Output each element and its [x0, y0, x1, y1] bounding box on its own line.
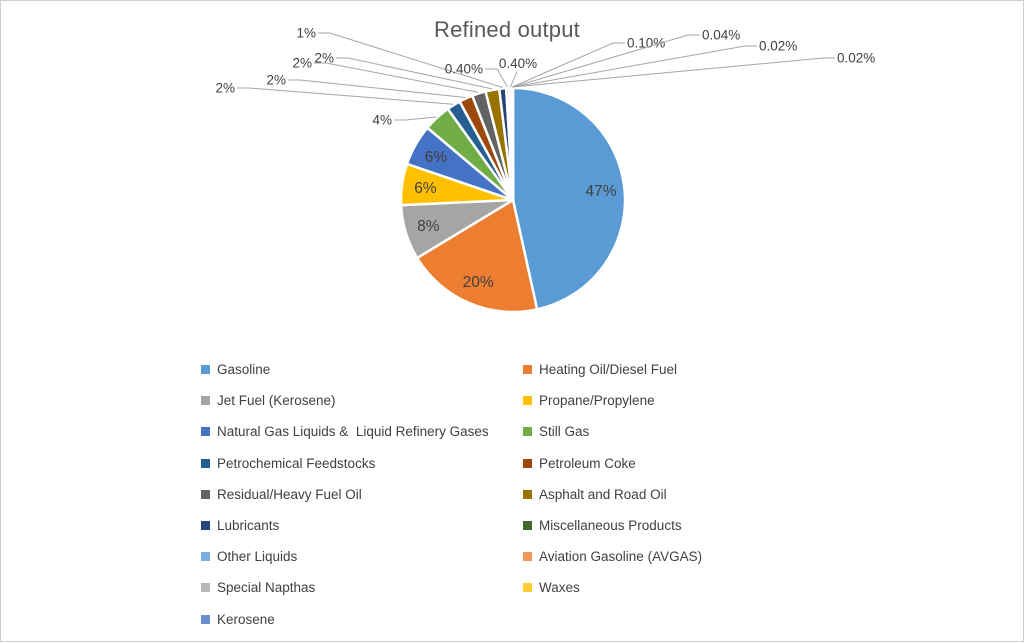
legend-item-lubricants: Lubricants	[201, 518, 523, 533]
legend-item-petroleum-coke: Petroleum Coke	[523, 456, 702, 471]
legend-swatch	[201, 615, 210, 624]
legend-item-other-liquids: Other Liquids	[201, 549, 523, 564]
legend-label: Natural Gas Liquids & Liquid Refinery Ga…	[217, 424, 489, 439]
slice-label: 47%	[585, 183, 616, 200]
legend-swatch	[523, 365, 532, 374]
leader-line	[485, 69, 508, 87]
slice-label: 0.40%	[445, 62, 483, 77]
legend-swatch	[523, 552, 532, 561]
legend: Gasoline Heating Oil/Diesel Fuel Jet Fuel …	[201, 354, 702, 635]
legend-label: Miscellaneous Products	[539, 518, 682, 533]
legend-label: Lubricants	[217, 518, 279, 533]
legend-label: Propane/Propylene	[539, 393, 655, 408]
legend-label: Kerosene	[217, 612, 275, 627]
legend-item-waxes: Waxes	[523, 580, 702, 595]
slice-label: 0.40%	[499, 56, 537, 71]
leader-line	[288, 80, 466, 98]
legend-swatch	[523, 459, 532, 468]
legend-item-natural-gas-liquids-liquid-refinery-gases: Natural Gas Liquids & Liquid Refinery Ga…	[201, 424, 523, 439]
leader-line	[513, 46, 757, 87]
legend-swatch	[201, 552, 210, 561]
legend-item-still-gas: Still Gas	[523, 424, 702, 439]
legend-swatch	[523, 490, 532, 499]
slice-label: 0.02%	[837, 51, 875, 66]
legend-item-heating-oil-diesel-fuel: Heating Oil/Diesel Fuel	[523, 362, 702, 377]
legend-swatch	[523, 583, 532, 592]
legend-label: Other Liquids	[217, 549, 297, 564]
slice-label: 8%	[417, 218, 440, 235]
legend-label: Residual/Heavy Fuel Oil	[217, 487, 362, 502]
legend-swatch	[523, 427, 532, 436]
legend-item-gasoline: Gasoline	[201, 362, 523, 377]
legend-label: Special Napthas	[217, 580, 315, 595]
legend-item-asphalt-and-road-oil: Asphalt and Road Oil	[523, 487, 702, 502]
legend-swatch	[201, 427, 210, 436]
legend-label: Petrochemical Feedstocks	[217, 456, 375, 471]
legend-item-kerosene: Kerosene	[201, 612, 523, 627]
legend-item-petrochemical-feedstocks: Petrochemical Feedstocks	[201, 456, 523, 471]
legend-item-jet-fuel-kerosene: Jet Fuel (Kerosene)	[201, 393, 523, 408]
legend-label: Asphalt and Road Oil	[539, 487, 667, 502]
legend-label: Heating Oil/Diesel Fuel	[539, 362, 677, 377]
slice-label: 2%	[292, 56, 312, 71]
legend-label: Gasoline	[217, 362, 270, 377]
legend-item-propane-propylene: Propane/Propylene	[523, 393, 702, 408]
leader-line	[513, 35, 700, 87]
slice-label: 6%	[414, 180, 437, 197]
legend-label: Waxes	[539, 580, 580, 595]
legend-item-special-napthas: Special Napthas	[201, 580, 523, 595]
legend-item-residual-heavy-fuel-oil: Residual/Heavy Fuel Oil	[201, 487, 523, 502]
legend-item-aviation-gasoline-avgas: Aviation Gasoline (AVGAS)	[523, 549, 702, 564]
slice-label: 6%	[425, 149, 448, 166]
slice-label: 2%	[314, 51, 334, 66]
slice-label: 0.04%	[702, 28, 740, 43]
legend-item-miscellaneous-products: Miscellaneous Products	[523, 518, 702, 533]
legend-swatch	[201, 396, 210, 405]
leader-line	[237, 88, 453, 104]
legend-swatch	[201, 490, 210, 499]
slice-label: 2%	[215, 81, 235, 96]
leader-line	[394, 117, 436, 120]
slice-label: 4%	[372, 113, 392, 128]
slice-label: 2%	[266, 73, 286, 88]
slice-label: 0.02%	[759, 39, 797, 54]
slice-label: 20%	[463, 274, 494, 291]
legend-swatch	[201, 365, 210, 374]
legend-label: Still Gas	[539, 424, 589, 439]
legend-swatch	[201, 459, 210, 468]
legend-swatch	[201, 583, 210, 592]
legend-swatch	[523, 521, 532, 530]
legend-label: Jet Fuel (Kerosene)	[217, 393, 336, 408]
legend-swatch	[201, 521, 210, 530]
slice-label: 1%	[296, 26, 316, 41]
legend-label: Petroleum Coke	[539, 456, 636, 471]
legend-swatch	[523, 396, 532, 405]
legend-label: Aviation Gasoline (AVGAS)	[539, 549, 702, 564]
leader-line	[510, 72, 517, 87]
